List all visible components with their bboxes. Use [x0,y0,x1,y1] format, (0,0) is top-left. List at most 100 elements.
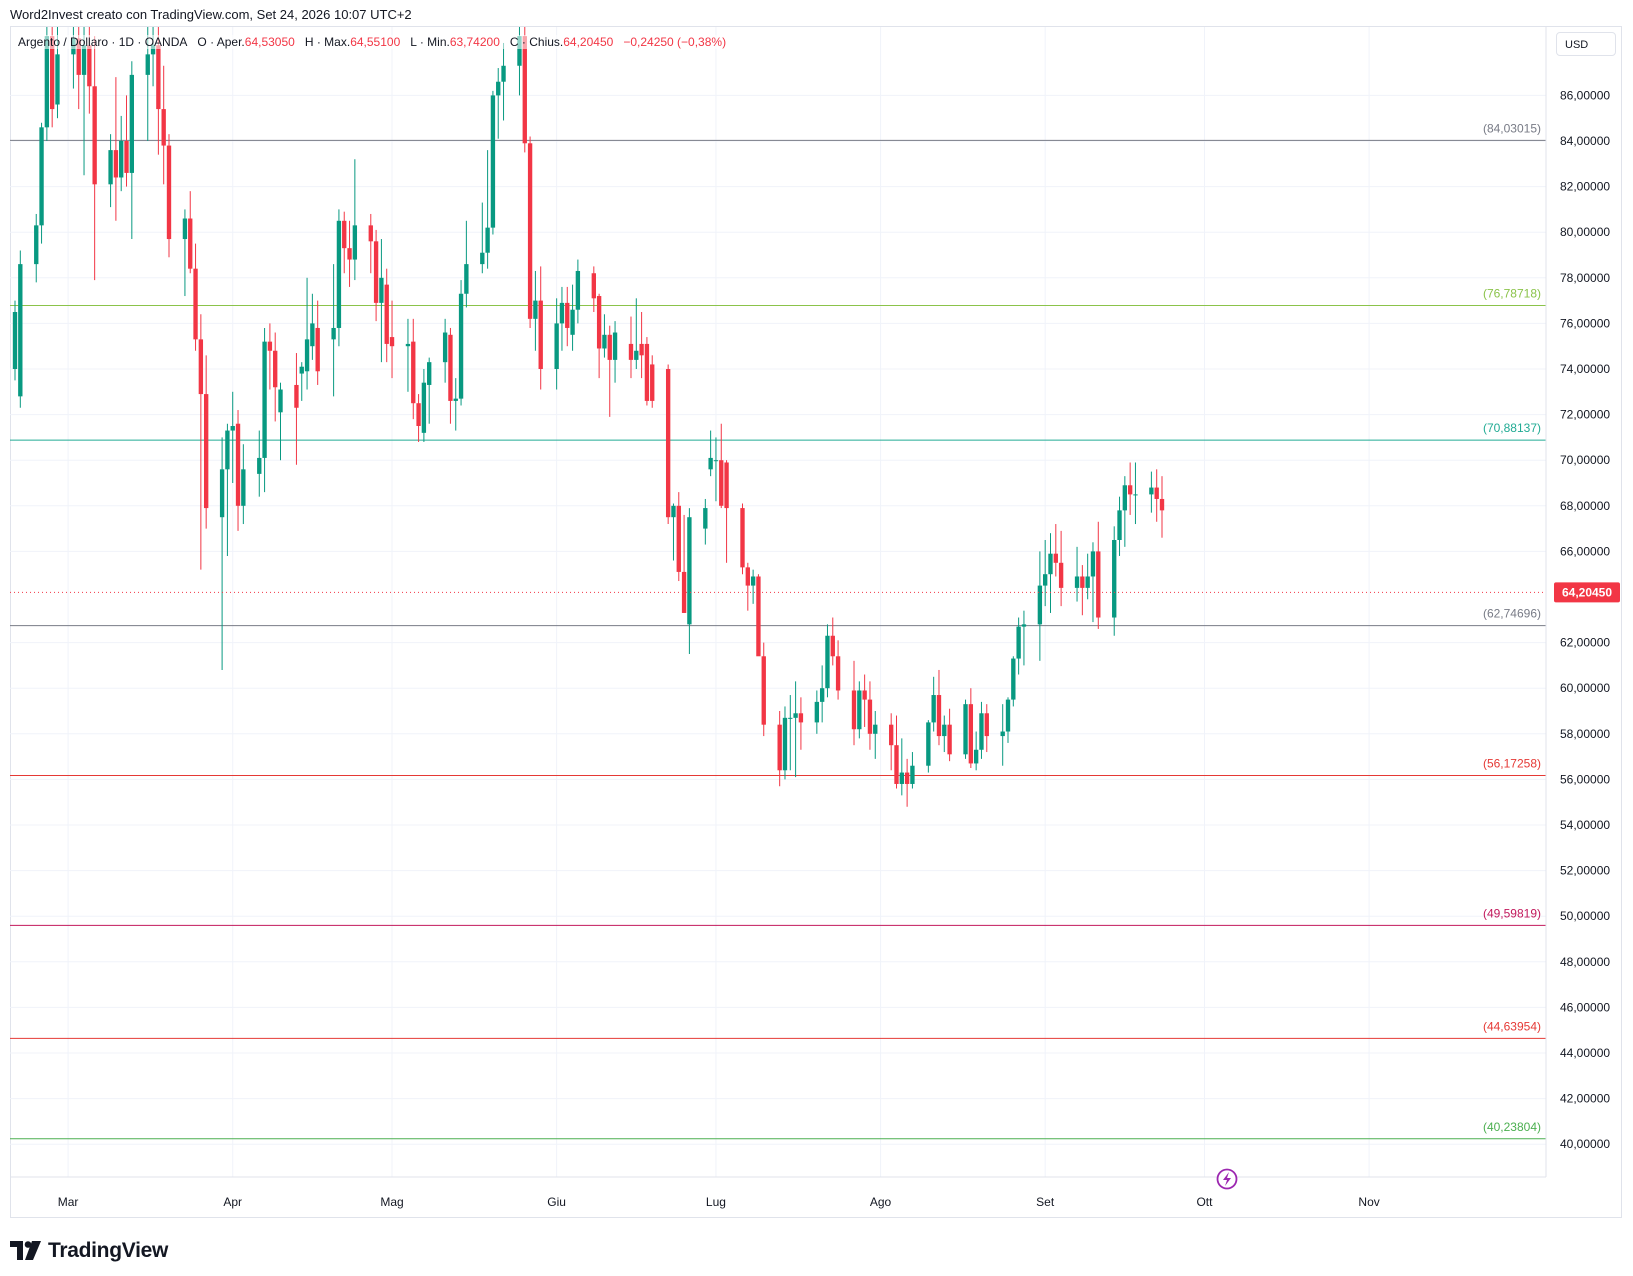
candle [1090,542,1096,623]
candle [262,327,267,493]
candle-body [947,724,952,755]
candle [745,562,750,611]
candle-body [352,225,358,260]
candle [889,713,894,771]
candle [899,738,904,796]
candle [1159,476,1165,538]
candle [299,362,304,401]
candle [538,266,543,390]
candle-body [235,423,241,506]
candle [182,209,188,297]
candle-body [304,339,310,372]
candle [119,115,124,192]
time-tick-label: Ago [870,1195,892,1209]
candle-body [634,350,639,360]
candle-body [480,252,485,265]
candle-body [230,426,235,431]
candle [527,136,533,328]
candle [724,460,729,563]
price-tick-label: 62,00000 [1560,636,1610,650]
price-tick-label: 60,00000 [1560,681,1610,695]
time-tick-label: Ott [1196,1195,1213,1209]
candle-body [501,65,506,82]
candle [442,318,448,383]
candle-body [1085,576,1090,588]
candle [421,369,427,442]
candle [1021,610,1027,666]
candle-body [166,145,172,240]
candle [554,298,559,390]
candle [12,300,18,381]
candle-body [750,576,756,586]
candle [124,95,129,187]
candle [230,391,235,483]
candle-body [18,264,23,397]
candle [193,243,198,351]
candle-body [857,690,862,730]
horizontal-levels: (84,03015) (76,78718) (70,88137) (62,74696)… [10,121,1546,1140]
candle [257,430,262,497]
time-tick-label: Mar [58,1195,79,1209]
candle-body [936,695,942,737]
candle [565,286,570,347]
price-tick-label: 42,00000 [1560,1092,1610,1106]
time-tick-label: Lug [706,1195,726,1209]
price-tick-label: 56,00000 [1560,772,1610,786]
candle-body [156,45,161,110]
candle-body [1096,551,1101,618]
candle-body [342,220,347,249]
candle [607,325,612,417]
candle [225,423,230,556]
candle [496,68,501,139]
candle-body [644,343,650,401]
candle [825,624,830,698]
candle [979,701,984,759]
candle-body [607,334,612,360]
candle-body [819,688,825,702]
candle [501,42,506,121]
candle-body [225,430,230,470]
candle [713,437,719,502]
candle-body [740,508,745,568]
candle [342,211,347,274]
symbol-name[interactable]: Argento / Dollaro · 1D · OANDA [18,35,188,49]
price-axis: 86,00000 84,00000 82,00000 80,00000 78,00000… [1545,26,1610,1177]
candle [384,268,389,363]
lightning-icon[interactable] [1216,1168,1238,1190]
candle [1122,476,1128,547]
level-label: (62,74696) [1483,607,1541,621]
candle [750,569,756,604]
candle [480,202,485,274]
open-label: O · Aper. [197,35,245,49]
currency-selector[interactable]: USD [1556,32,1616,56]
tradingview-logo[interactable]: TradingView [10,1238,168,1264]
candle-body [108,150,113,185]
candle [34,213,39,283]
candle-body [262,341,267,458]
candle [347,220,352,287]
price-tick-label: 58,00000 [1560,727,1610,741]
candle [936,669,942,746]
candle-body [1021,624,1027,627]
candle-body [665,369,671,518]
candle [294,353,299,465]
candle-body [522,36,527,144]
candle-body [379,277,384,303]
candle [1112,526,1117,636]
candle-body [973,749,979,764]
candle [894,715,899,789]
candle [644,337,650,406]
time-axis: Mar Apr Mag Giu Lug Ago Set Ott Nov [10,1176,1546,1209]
candle-body [926,722,931,766]
last-price-badge [1554,582,1620,603]
candle [336,209,342,347]
candle-body [113,150,119,178]
candle-body [942,724,947,737]
candle [1127,462,1133,515]
price-tick-label: 40,00000 [1560,1137,1610,1151]
chart-area[interactable] [10,26,1622,1218]
candle [835,640,841,700]
candle [368,213,373,274]
price-tick-label: 46,00000 [1560,1000,1610,1014]
